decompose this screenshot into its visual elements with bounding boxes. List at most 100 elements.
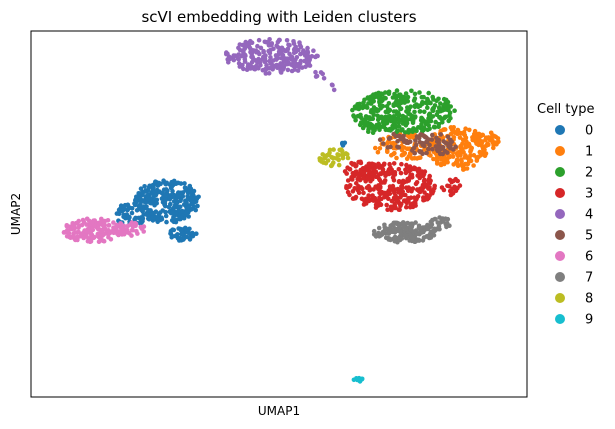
scatter-point [331, 87, 337, 93]
scatter-point [398, 193, 404, 199]
scatter-point [426, 176, 432, 182]
scatter-point [367, 188, 373, 193]
scatter-point [380, 180, 385, 185]
scatter-point [388, 128, 393, 133]
scatter-point [261, 50, 266, 55]
scatter-point [390, 95, 396, 100]
legend-marker-2 [555, 167, 565, 177]
series-6-points [61, 216, 147, 245]
legend-label-5: 5 [585, 229, 593, 244]
scatter-point [426, 146, 431, 152]
scatter-point [441, 127, 446, 132]
scatter-point [361, 175, 366, 181]
scatter-point [392, 234, 398, 240]
scatter-point [163, 187, 169, 192]
scatter-point [385, 145, 391, 150]
scatter-point [367, 176, 373, 181]
legend-marker-6 [555, 251, 565, 261]
scatter-point [85, 227, 91, 232]
scatter-point [380, 91, 385, 97]
scatter-point [416, 125, 421, 130]
scatter-point [373, 234, 379, 239]
scatter-point [395, 186, 401, 192]
scatter-point [166, 204, 172, 210]
scatter-point [406, 111, 411, 117]
scatter-point [425, 222, 430, 228]
scatter-point [398, 106, 404, 111]
scatter-point [439, 185, 445, 190]
scatter-point [430, 146, 435, 152]
scatter-point [436, 124, 441, 129]
scatter-point [463, 126, 468, 131]
scatter-point [373, 169, 379, 174]
scatter-point [293, 57, 298, 62]
scatter-point [380, 103, 386, 109]
scatter-point [448, 143, 453, 149]
legend-marker-3 [555, 188, 565, 198]
scatter-point [293, 44, 299, 50]
scatter-point [99, 228, 105, 234]
scatter-point [395, 128, 401, 134]
scatter-point [70, 221, 75, 226]
scatter-point [367, 115, 372, 120]
scatter-point [440, 145, 446, 150]
scatter-point [140, 219, 145, 224]
scatter-point [184, 234, 189, 240]
scatter-point [61, 230, 67, 235]
scatter-point [340, 155, 346, 161]
scatter-point [462, 155, 468, 160]
scatter-point [413, 138, 418, 143]
scatter-point [403, 91, 409, 96]
scatter-point [379, 171, 384, 176]
scatter-point [453, 144, 459, 149]
scatter-point [441, 161, 447, 167]
scatter-point [428, 118, 434, 124]
scatter-point [170, 206, 176, 211]
scatter-point [386, 101, 392, 106]
scatter-point [434, 135, 439, 141]
scatter-point [253, 63, 259, 69]
scatter-point [434, 147, 440, 153]
scatter-point [386, 196, 391, 201]
scatter-point [434, 139, 440, 144]
scatter-point [383, 226, 389, 232]
scatter-point [464, 166, 470, 171]
scatter-point [358, 120, 364, 125]
scatter-point [392, 120, 398, 125]
scatter-point [402, 130, 408, 135]
scatter-point [389, 222, 395, 228]
scatter-point [381, 141, 386, 146]
scatter-point [182, 185, 188, 191]
scatter-point [489, 134, 495, 140]
scatter-point [163, 197, 168, 203]
scatter-point [376, 162, 381, 167]
scatter-point [426, 112, 432, 118]
scatter-point [373, 174, 379, 180]
scatter-point [396, 166, 402, 172]
scatter-point [396, 224, 402, 230]
scatter-point [401, 116, 407, 122]
scatter-point [384, 202, 390, 208]
series-3-points [342, 159, 463, 213]
scatter-point [355, 377, 361, 382]
scatter-point [420, 140, 425, 146]
scatter-point [360, 186, 365, 192]
scatter-point [417, 149, 422, 154]
scatter-point [391, 178, 397, 183]
scatter-point [382, 194, 387, 200]
scatter-point [225, 51, 230, 57]
scatter-point [242, 59, 248, 64]
scatter-point [470, 137, 476, 143]
scatter-point [329, 82, 335, 88]
scatter-point [282, 63, 287, 68]
scatter-point [471, 153, 477, 158]
scatter-point [269, 65, 275, 70]
scatter-point [394, 155, 399, 161]
scatter-point [65, 228, 70, 233]
scatter-point [399, 161, 404, 167]
scatter-point [129, 210, 135, 216]
scatter-point [329, 162, 335, 167]
scatter-point [392, 238, 398, 244]
scatter-point [98, 219, 103, 225]
scatter-point [273, 56, 279, 62]
